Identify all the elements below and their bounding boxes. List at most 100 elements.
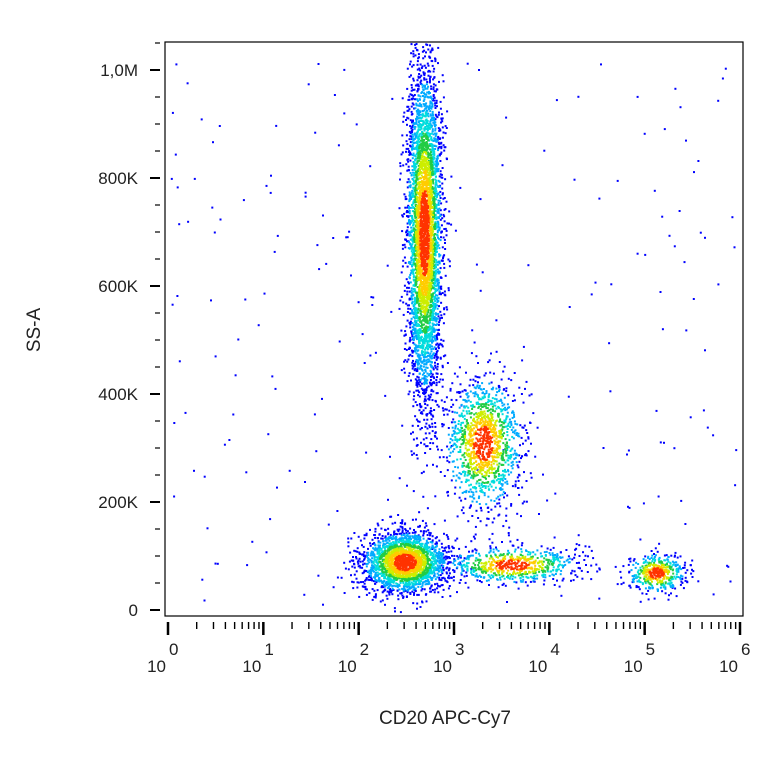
event-point xyxy=(506,403,509,406)
event-point xyxy=(438,559,441,562)
event-point xyxy=(315,450,318,453)
event-point xyxy=(421,542,424,545)
event-point xyxy=(412,405,415,408)
event-point xyxy=(501,488,504,491)
event-point xyxy=(553,584,556,586)
event-point xyxy=(363,362,366,364)
event-point xyxy=(439,129,442,132)
event-point xyxy=(379,600,382,603)
event-point xyxy=(416,299,419,302)
event-point xyxy=(431,112,434,115)
event-point xyxy=(574,548,577,551)
event-point xyxy=(433,266,436,269)
event-point xyxy=(438,143,441,145)
event-point xyxy=(428,81,431,84)
event-point xyxy=(434,277,436,280)
event-point xyxy=(472,562,475,565)
event-point xyxy=(411,210,414,213)
event-point xyxy=(367,558,370,561)
event-point xyxy=(434,127,437,130)
event-point xyxy=(424,395,427,398)
event-point xyxy=(410,250,413,253)
event-point xyxy=(415,104,418,107)
event-point xyxy=(375,559,378,562)
event-point xyxy=(459,429,462,432)
event-point xyxy=(406,304,409,307)
event-point xyxy=(459,556,462,559)
event-point xyxy=(316,244,319,247)
event-point xyxy=(440,399,443,402)
event-point xyxy=(410,581,413,584)
event-point xyxy=(431,338,434,341)
event-point xyxy=(401,527,404,530)
event-point xyxy=(582,551,584,554)
event-point xyxy=(435,218,438,221)
event-point xyxy=(423,381,426,384)
event-point xyxy=(186,82,189,85)
event-point xyxy=(402,313,405,316)
event-point xyxy=(471,573,474,576)
event-point xyxy=(431,130,434,133)
event-point xyxy=(585,564,587,566)
event-point xyxy=(648,561,651,564)
event-point xyxy=(468,490,470,493)
event-point xyxy=(420,346,423,349)
event-point xyxy=(494,486,497,489)
event-point xyxy=(514,483,517,486)
event-point xyxy=(419,543,421,546)
event-point xyxy=(508,551,511,554)
event-point xyxy=(353,549,356,552)
event-point xyxy=(692,570,695,573)
event-point xyxy=(631,575,634,577)
event-point xyxy=(402,589,405,592)
event-point xyxy=(432,133,435,136)
event-point xyxy=(493,517,496,520)
event-point xyxy=(505,519,508,522)
event-point xyxy=(516,464,519,467)
event-point xyxy=(490,485,493,488)
event-point xyxy=(437,223,440,226)
event-point xyxy=(415,582,418,585)
event-point xyxy=(668,583,671,586)
event-point xyxy=(409,119,412,122)
event-point xyxy=(478,482,481,485)
event-point xyxy=(475,486,478,489)
event-point xyxy=(675,573,678,576)
event-point xyxy=(433,283,436,286)
event-point xyxy=(436,231,439,234)
event-point xyxy=(452,460,455,463)
event-point xyxy=(187,220,190,223)
event-point xyxy=(444,274,447,277)
event-point xyxy=(529,472,532,475)
event-point xyxy=(424,87,427,90)
event-point xyxy=(456,427,459,430)
event-point xyxy=(475,401,478,404)
event-point xyxy=(521,359,524,362)
event-point xyxy=(425,329,427,332)
event-point xyxy=(366,562,369,565)
event-point xyxy=(377,550,380,553)
event-point xyxy=(438,270,441,273)
event-point xyxy=(407,105,410,108)
event-point xyxy=(470,404,473,407)
event-point xyxy=(412,119,414,122)
event-point xyxy=(370,572,373,575)
event-point xyxy=(426,366,429,369)
event-point xyxy=(651,554,654,557)
event-point xyxy=(409,145,412,148)
event-point xyxy=(433,568,436,571)
event-point xyxy=(417,108,420,111)
event-point xyxy=(394,521,397,524)
event-point xyxy=(400,532,403,535)
event-point xyxy=(394,538,397,541)
event-point xyxy=(403,348,406,350)
event-point xyxy=(573,570,576,573)
event-point xyxy=(541,571,544,573)
event-point xyxy=(369,574,372,577)
event-point xyxy=(502,479,504,482)
event-point xyxy=(406,591,409,594)
event-point xyxy=(491,521,494,524)
event-point xyxy=(415,43,418,45)
event-point xyxy=(463,406,466,409)
